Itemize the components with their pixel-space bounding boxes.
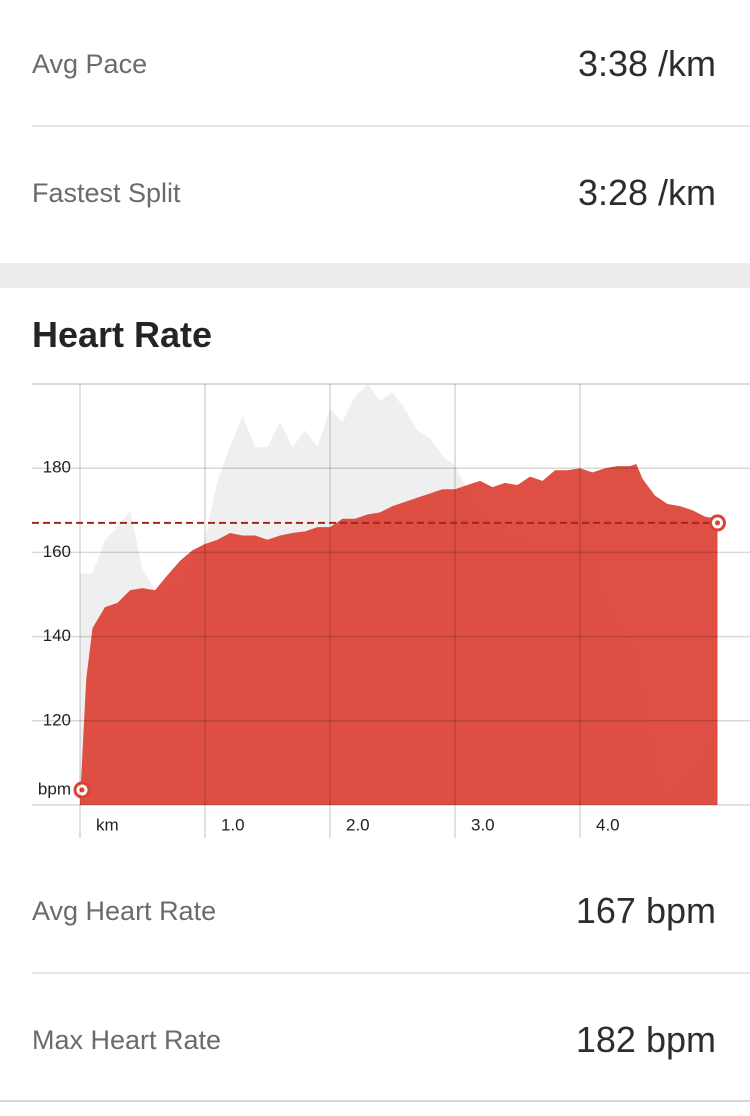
- heart-rate-chart: bpm 120 140 160 180 km 1.0 2.0 3.0 4.0: [32, 383, 750, 838]
- average-marker-dot: [715, 520, 720, 526]
- y-tick-label: 160: [43, 542, 71, 561]
- x-tick-label: 1.0: [221, 815, 245, 834]
- stat-value: 182 bpm: [575, 1019, 716, 1060]
- section-divider: [0, 263, 750, 288]
- separator: [32, 125, 750, 127]
- stat-label: Max Heart Rate: [32, 1024, 222, 1055]
- y-tick-label: 180: [43, 458, 71, 477]
- y-tick-label: 120: [43, 710, 71, 729]
- x-tick-label: 3.0: [471, 815, 495, 834]
- stat-label: Fastest Split: [32, 177, 181, 208]
- stat-row: Fastest Split 3:28 /km: [32, 163, 716, 223]
- stat-row: Max Heart Rate 182 bpm: [32, 1010, 716, 1070]
- axis-marker-dot: [79, 787, 85, 793]
- y-tick-label: 140: [43, 626, 71, 645]
- separator: [32, 972, 750, 974]
- x-tick-label: 2.0: [346, 815, 370, 834]
- stat-row: Avg Pace 3:38 /km: [32, 34, 716, 94]
- tab-bar-border: [0, 1100, 750, 1102]
- stat-value: 167 bpm: [575, 890, 716, 931]
- stat-value: 3:38 /km: [577, 43, 716, 84]
- x-tick-label: 4.0: [596, 815, 620, 834]
- section-title: Heart Rate: [32, 314, 213, 355]
- stat-label: Avg Pace: [32, 48, 148, 79]
- stat-value: 3:28 /km: [577, 172, 716, 213]
- area: [80, 463, 718, 805]
- stat-label: Avg Heart Rate: [32, 895, 217, 926]
- y-tick-label: bpm: [38, 779, 71, 798]
- x-tick-label: km: [96, 815, 119, 834]
- stat-row: Avg Heart Rate 167 bpm: [32, 881, 716, 941]
